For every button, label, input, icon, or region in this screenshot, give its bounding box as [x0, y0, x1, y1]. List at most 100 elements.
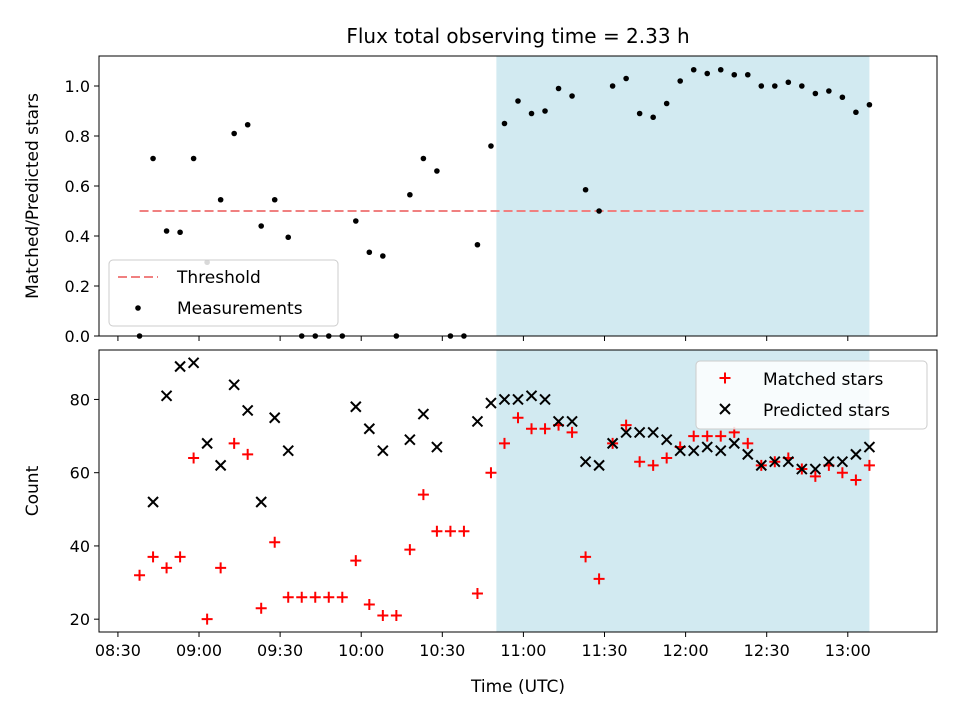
- data-point: [271, 196, 278, 203]
- legend: Threshold Measurements: [108, 259, 339, 327]
- predicted-point: [147, 496, 159, 508]
- matched-point: [363, 599, 375, 611]
- data-point: [366, 249, 373, 256]
- matched-point: [161, 562, 173, 574]
- predicted-point: [593, 459, 605, 472]
- predicted-point: [269, 412, 281, 424]
- matched-point: [458, 525, 470, 537]
- data-point: [380, 253, 386, 259]
- matched-point: [715, 430, 727, 442]
- matched-point: [526, 423, 538, 435]
- predicted-point: [796, 463, 808, 475]
- data-point: [744, 71, 751, 78]
- data-point: [677, 78, 683, 84]
- matched-point: [350, 555, 362, 567]
- matched-point: [863, 459, 875, 471]
- data-point: [609, 83, 616, 89]
- predicted-point: [214, 459, 227, 472]
- predicted-point: [404, 434, 416, 446]
- data-point: [501, 120, 508, 127]
- data-point: [569, 93, 575, 99]
- matched-point: [580, 551, 592, 563]
- ratio-panel: 0.0 0.2 0.4 0.6 0.8 1.0 Matched/Predicted star…: [23, 24, 938, 346]
- predicted-point: [715, 445, 727, 457]
- predicted-point: [769, 455, 781, 468]
- predicted-point: [755, 459, 767, 472]
- data-point: [555, 85, 562, 92]
- observing-span: [496, 56, 870, 336]
- matched-point: [661, 452, 673, 464]
- legend-box: [695, 360, 928, 430]
- data-point: [690, 66, 697, 73]
- predicted-point: [863, 441, 876, 453]
- matched-point: [147, 551, 159, 563]
- data-point: [163, 228, 170, 234]
- predicted-point: [566, 415, 578, 428]
- predicted-point: [579, 455, 592, 468]
- data-point: [542, 108, 548, 114]
- predicted-point: [228, 379, 240, 391]
- data-point: [407, 191, 413, 198]
- data-point: [636, 110, 643, 117]
- predicted-point: [850, 448, 862, 461]
- predicted-point: [525, 390, 538, 402]
- data-point: [623, 75, 629, 82]
- y-tick-label: 0.0: [65, 327, 90, 346]
- predicted-point: [431, 441, 443, 453]
- data-point: [826, 88, 832, 94]
- data-point: [150, 155, 156, 162]
- matched-point: [701, 430, 713, 442]
- matched-point: [336, 591, 348, 603]
- predicted-point: [498, 393, 511, 406]
- legend-predicted-label: Predicted stars: [763, 401, 890, 421]
- matched-point: [498, 437, 510, 449]
- predicted-point: [241, 404, 254, 417]
- x-tick-label: 09:00: [176, 641, 222, 660]
- predicted-point: [742, 448, 754, 461]
- legend-matched-swatch: [719, 372, 731, 384]
- legend-matched-label: Matched stars: [763, 370, 883, 390]
- x-tick-label: 09:30: [257, 641, 303, 660]
- y-tick-label: 60: [70, 464, 90, 483]
- predicted-point: [674, 445, 686, 457]
- matched-point: [134, 569, 146, 581]
- y-tick-label: 20: [70, 610, 90, 629]
- axes-frame: [98, 349, 938, 633]
- predicted-point: [660, 434, 673, 446]
- legend-box: [108, 259, 339, 327]
- x-tick-label: 12:30: [744, 641, 790, 660]
- data-point: [596, 208, 602, 214]
- data-point: [488, 143, 494, 149]
- data-point: [244, 121, 251, 128]
- data-point: [799, 83, 805, 89]
- predicted-point: [620, 426, 632, 439]
- count-panel: 20 40 60 80 08:30 09:00 09:30 10:00 10:30 11:00 11…: [23, 349, 938, 697]
- predicted-point: [701, 441, 713, 453]
- legend-measurements-swatch: [135, 305, 141, 311]
- axes-frame: [98, 55, 938, 337]
- data-point: [785, 79, 792, 86]
- predicted-point: [782, 455, 795, 468]
- x-tick-label: 13:00: [825, 641, 871, 660]
- predicted-point: [485, 397, 497, 409]
- y-tick-label: 1.0: [65, 77, 90, 96]
- matched-point: [215, 562, 227, 574]
- x-axis-label: Time (UTC): [470, 677, 565, 697]
- data-point: [353, 218, 359, 224]
- predicted-point: [823, 455, 835, 468]
- matched-point: [485, 467, 497, 479]
- legend-threshold-label: Threshold: [176, 268, 261, 288]
- matched-point: [296, 591, 308, 603]
- data-point: [717, 66, 724, 73]
- x-tick-label: 11:00: [500, 641, 546, 660]
- predicted-point: [606, 437, 619, 450]
- legend: Matched stars Predicted stars: [695, 360, 928, 430]
- predicted-point: [512, 393, 524, 406]
- y-tick-label: 80: [70, 390, 90, 409]
- y-tick-label: 0.8: [65, 127, 90, 146]
- matched-point: [539, 423, 551, 435]
- predicted-point: [255, 496, 267, 508]
- y-tick-label: 0.6: [65, 177, 90, 196]
